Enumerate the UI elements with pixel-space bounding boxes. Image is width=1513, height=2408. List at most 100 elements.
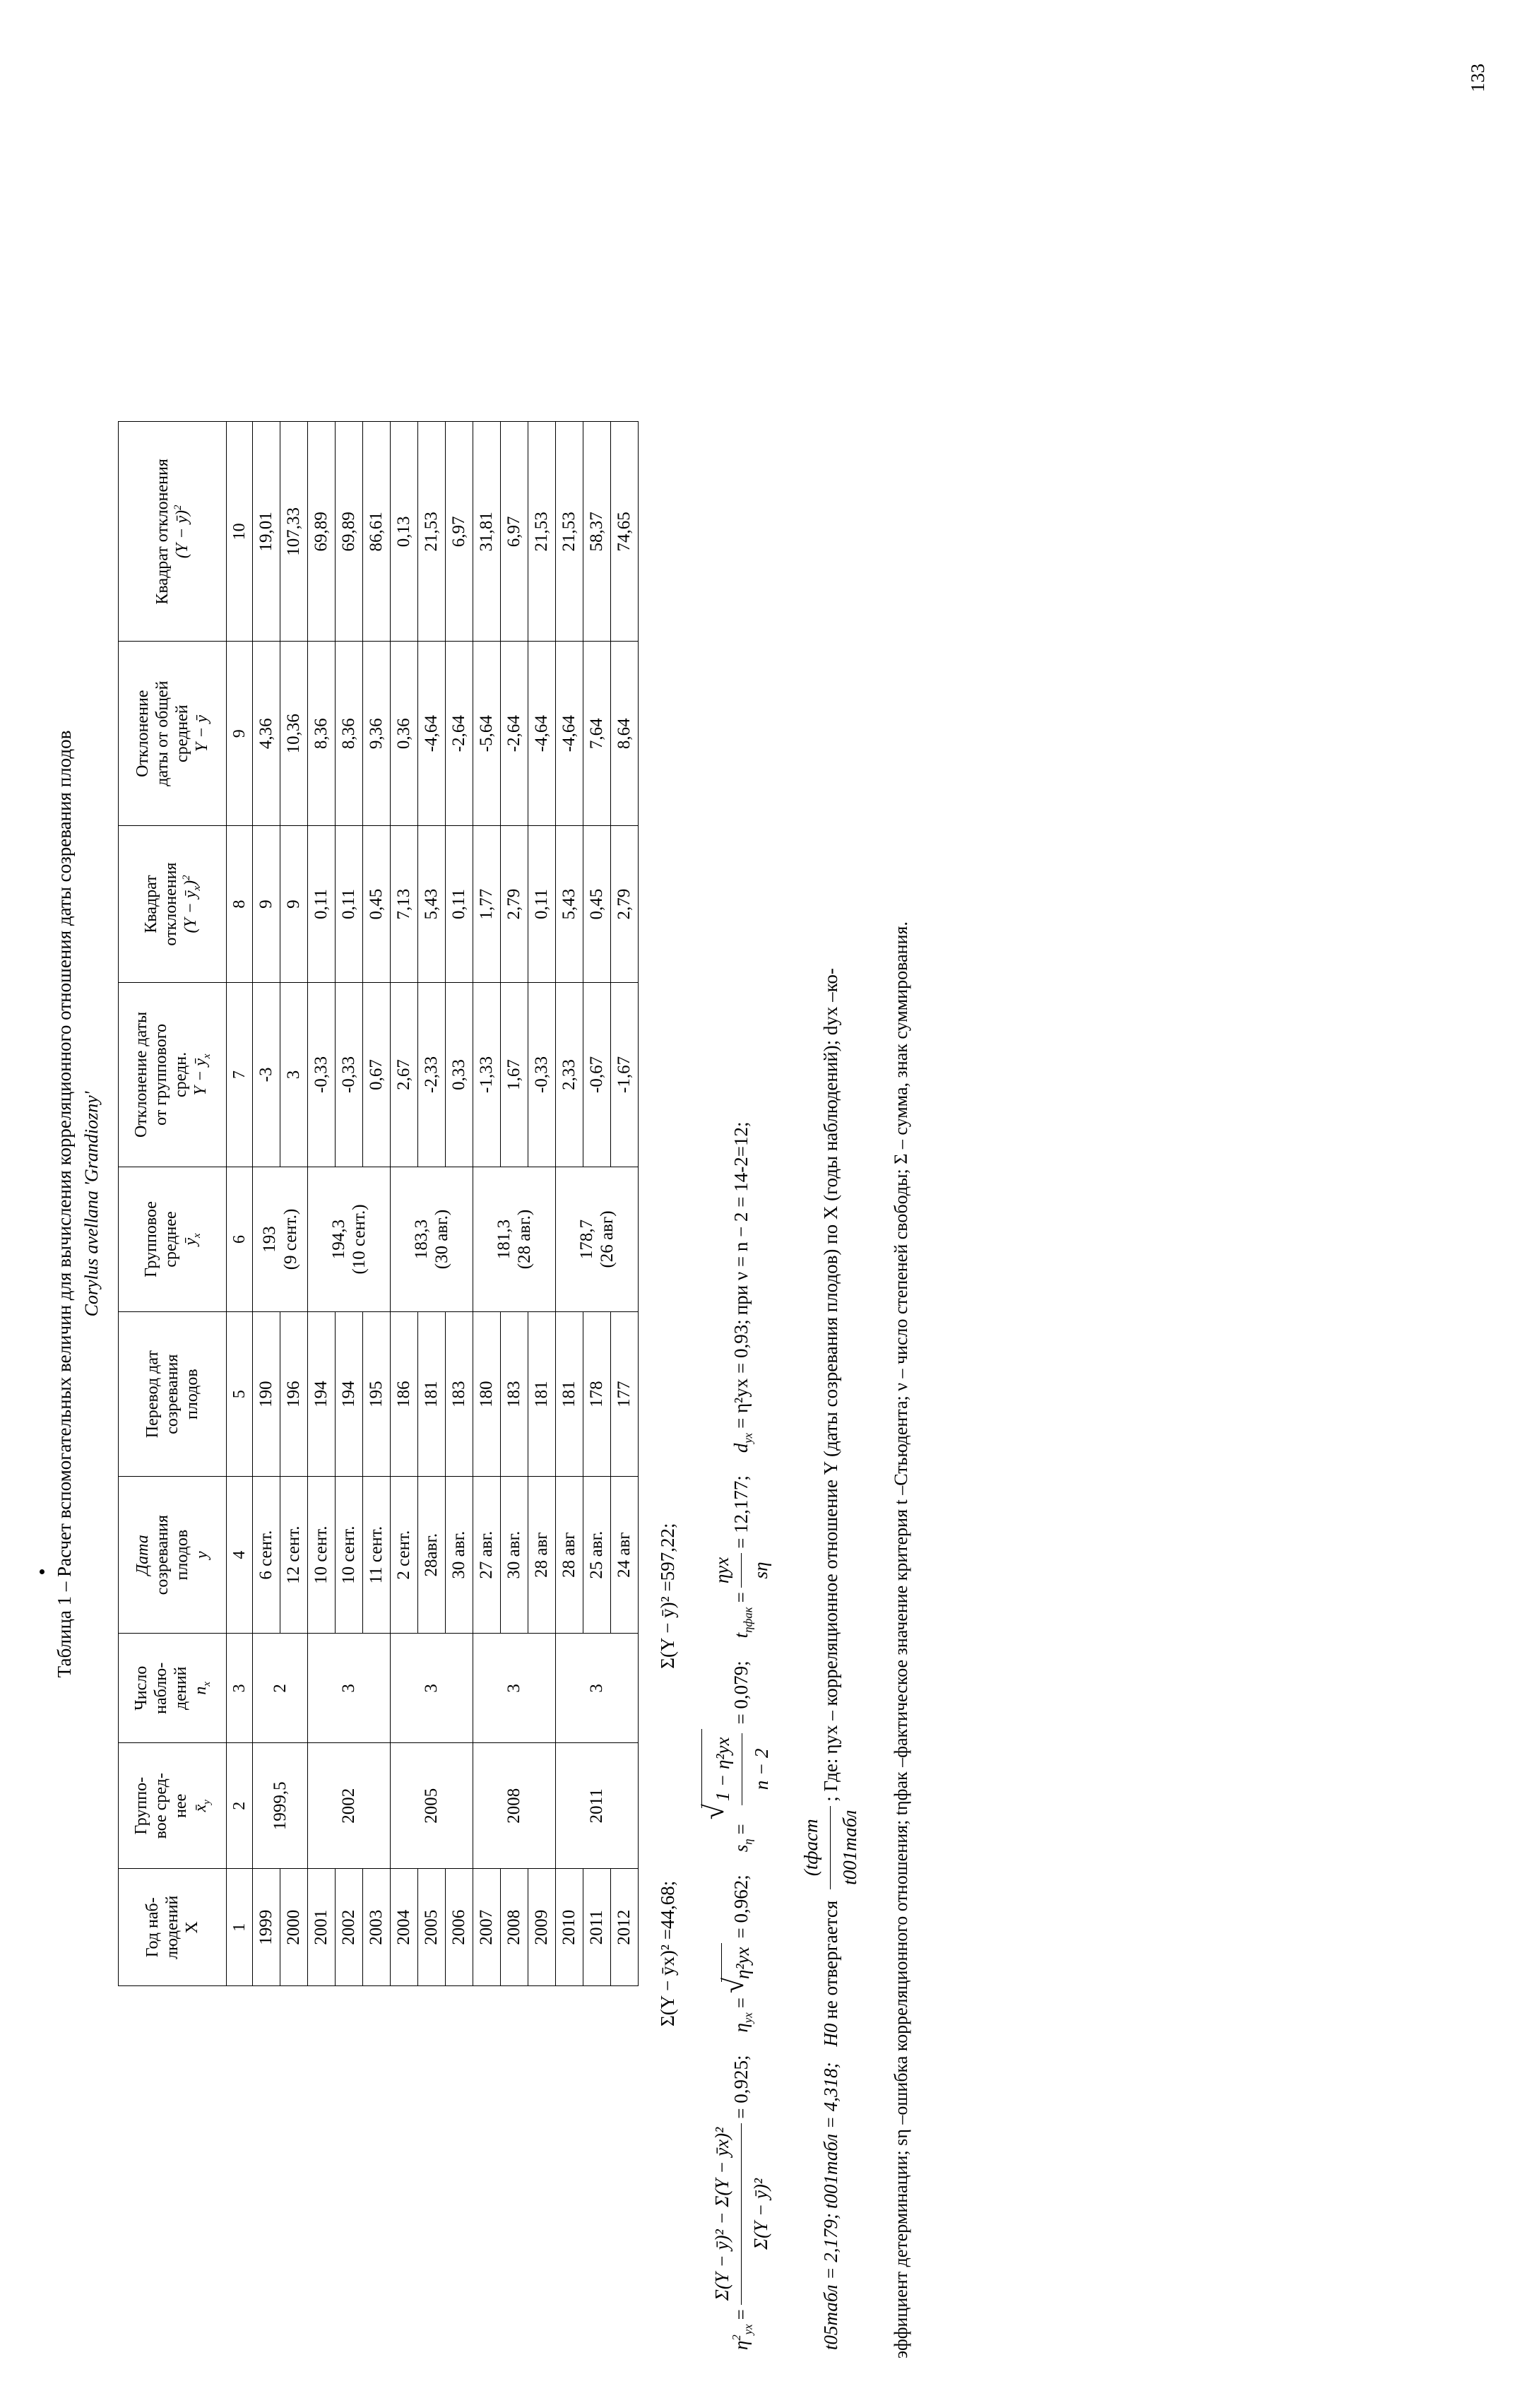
cell-conv: 196	[280, 1311, 308, 1477]
page-title: Таблица 1 – Расчет вспомогательных велич…	[54, 730, 75, 1678]
cell-dev-total: 0,36	[390, 641, 418, 826]
cell-date: 11 сент.	[362, 1476, 391, 1634]
col-num: 6	[226, 1167, 253, 1312]
cell-dev-group: -2,33	[417, 982, 446, 1167]
d-equation: = η²yx = 0,93;	[730, 1319, 752, 1429]
cell-dev-total-sq: 69,89	[307, 422, 336, 642]
cell-dev-group: -3	[252, 982, 280, 1167]
cell-year: 2012	[610, 1868, 639, 1986]
cell-date: 28авг.	[417, 1476, 446, 1634]
th-dev-from-total: Отклонение даты от общей средней Y − ȳ	[118, 641, 227, 826]
cell-dev-total-sq: 58,37	[583, 422, 611, 642]
t-value: = 12,177;	[730, 1475, 752, 1549]
cell-dev-group-sq: 2,79	[500, 825, 528, 983]
cell-dev-group: 2,67	[390, 982, 418, 1167]
page-number: 133	[1467, 64, 1488, 93]
cell-dev-total: 4,36	[252, 641, 280, 826]
t-fraction: ηyx sη	[702, 1552, 780, 1588]
cell-date: 30 авг.	[445, 1476, 473, 1634]
cell-dev-group-sq: 0,45	[583, 825, 611, 983]
t-condition-num: (tфаст	[792, 1805, 831, 1889]
where-label: ; Где:	[819, 1758, 841, 1802]
cell-dev-total: -4,64	[528, 641, 556, 826]
th-group-mean: Группо-вое сред-нее x̄y	[118, 1742, 227, 1869]
eta-sqrt-content: η²yx	[720, 1942, 761, 1982]
calculation-table: Год наб-людений X Группо-вое сред-нее x̄y …	[118, 422, 639, 1987]
cell-date: 6 сент.	[252, 1476, 280, 1634]
t-condition-den: t001табл	[839, 1810, 861, 1885]
cell-dev-group-sq: 9	[280, 825, 308, 983]
where-eta-definition: ηyx – корреляционное отношение Y (даты с…	[819, 968, 841, 1754]
cell-dev-total: 9,36	[362, 641, 391, 826]
equals-sign-3: =	[730, 1824, 752, 1835]
th-dev-from-group: Отклонение даты от группового средн. Y − ȳx	[118, 982, 227, 1167]
cell-group-mean: 2008	[473, 1742, 556, 1869]
sum-line: Σ(Y − ȳx)² =44,68; Σ(Y − ȳ)² =597,22;	[639, 49, 683, 2359]
cell-date: 28 авг	[555, 1476, 583, 1634]
page-subtitle: Corylus avellana 'Grandiozny'	[81, 1091, 102, 1317]
cell-dev-group: 1,67	[500, 982, 528, 1167]
s-fraction: 1 − η²yx n − 2	[704, 1733, 781, 1806]
t001-table: t001табл = 4,318;	[819, 2062, 841, 2209]
t-condition-fraction: (tфаст t001табл	[792, 1805, 869, 1889]
th-date-converted: Перевод дат созревания плодов	[118, 1311, 227, 1477]
th-n-obs: Число наблю-дений nx	[118, 1633, 227, 1743]
cell-year: 2001	[307, 1868, 336, 1986]
cell-dev-group: -0,33	[307, 982, 336, 1167]
group-avg-value: 193	[260, 1226, 280, 1253]
col-num: 5	[226, 1311, 253, 1477]
cell-dev-total-sq: 69,89	[335, 422, 363, 642]
cell-dev-total-sq: 74,65	[610, 422, 639, 642]
sum-within-groups: Σ(Y − ȳx)² =44,68;	[657, 1880, 679, 2026]
cell-dev-group: 0,67	[362, 982, 391, 1167]
cell-dev-total-sq: 0,13	[390, 422, 418, 642]
cell-dev-group: -0,67	[583, 982, 611, 1167]
th-ripening-date: Дата созревания плодов y	[118, 1476, 227, 1634]
cell-year: 2002	[335, 1868, 363, 1986]
group-avg-date: (28 авг.)	[515, 1209, 535, 1270]
cell-year: 2008	[500, 1868, 528, 1986]
cell-n-obs: 3	[307, 1633, 391, 1743]
s-sqrt-content: 1 − η²yx n − 2	[701, 1728, 781, 1809]
formula-s-label: sη	[730, 1839, 755, 1853]
t05-table: t05табл = 2,179;	[819, 2213, 841, 2350]
table-row: 1999 1999,5 2 6 сент. 190 193 (9 сент.) …	[252, 422, 308, 1986]
cell-dev-total: -2,64	[445, 641, 473, 826]
group-avg-value: 178,7	[576, 1219, 596, 1260]
th-year: Год наб-людений X	[118, 1868, 227, 1986]
cell-date: 28 авг	[528, 1476, 556, 1634]
table-row: 2010 2011 3 28 авг 181 178,7 (26 авг) 2,…	[555, 422, 639, 1986]
sum-total: Σ(Y − ȳ)² =597,22;	[657, 1523, 679, 1669]
th-dev-total-squared: Квадрат отклонения (Y − ȳ)2	[118, 422, 227, 642]
cell-year: 2006	[445, 1868, 473, 1986]
s-numerator: 1 − η²yx	[704, 1733, 743, 1806]
group-avg-date: (26 авг)	[598, 1210, 617, 1268]
cell-dev-total-sq: 19,01	[252, 422, 280, 642]
cell-conv: 183	[500, 1311, 528, 1477]
footnote-text: эффициент детерминации; sη –ошибка корре…	[891, 921, 912, 2359]
cell-date: 30 авг.	[500, 1476, 528, 1634]
cell-conv: 178	[583, 1311, 611, 1477]
cell-dev-group-sq: 0,11	[307, 825, 336, 983]
cell-dev-total-sq: 31,81	[473, 422, 501, 642]
s-sqrt: 1 − η²yx n − 2	[701, 1728, 781, 1820]
cell-dev-group: -1,67	[610, 982, 639, 1167]
col-num: 10	[226, 422, 253, 642]
cell-date: 2 сент.	[390, 1476, 418, 1634]
cell-dev-total-sq: 6,97	[445, 422, 473, 642]
formula-t-label: tηфак	[730, 1607, 755, 1639]
cell-date: 10 сент.	[307, 1476, 336, 1634]
cell-date: 25 авг.	[583, 1476, 611, 1634]
table-row: 2001 2002 3 10 сент. 194 194,3 (10 сент.…	[307, 422, 391, 1986]
cell-date: 24 авг	[610, 1476, 639, 1634]
cell-year: 2010	[555, 1868, 583, 1986]
equals-sign: =	[730, 2309, 752, 2320]
cell-dev-group-sq: 9	[252, 825, 280, 983]
eta2-numerator: Σ(Y − ȳ)² − Σ(Y − ȳx)²	[702, 2123, 742, 2306]
table-row: 2004 2005 3 2 сент. 186 183,3 (30 авг.) …	[390, 422, 473, 1986]
equals-sign-4: =	[730, 1592, 752, 1603]
t-numerator: ηyx	[702, 1552, 742, 1588]
col-num: 8	[226, 825, 253, 983]
cell-group-mean: 1999,5	[252, 1742, 308, 1869]
table-header-row: Год наб-людений X Группо-вое сред-нее x̄y …	[118, 422, 227, 1986]
